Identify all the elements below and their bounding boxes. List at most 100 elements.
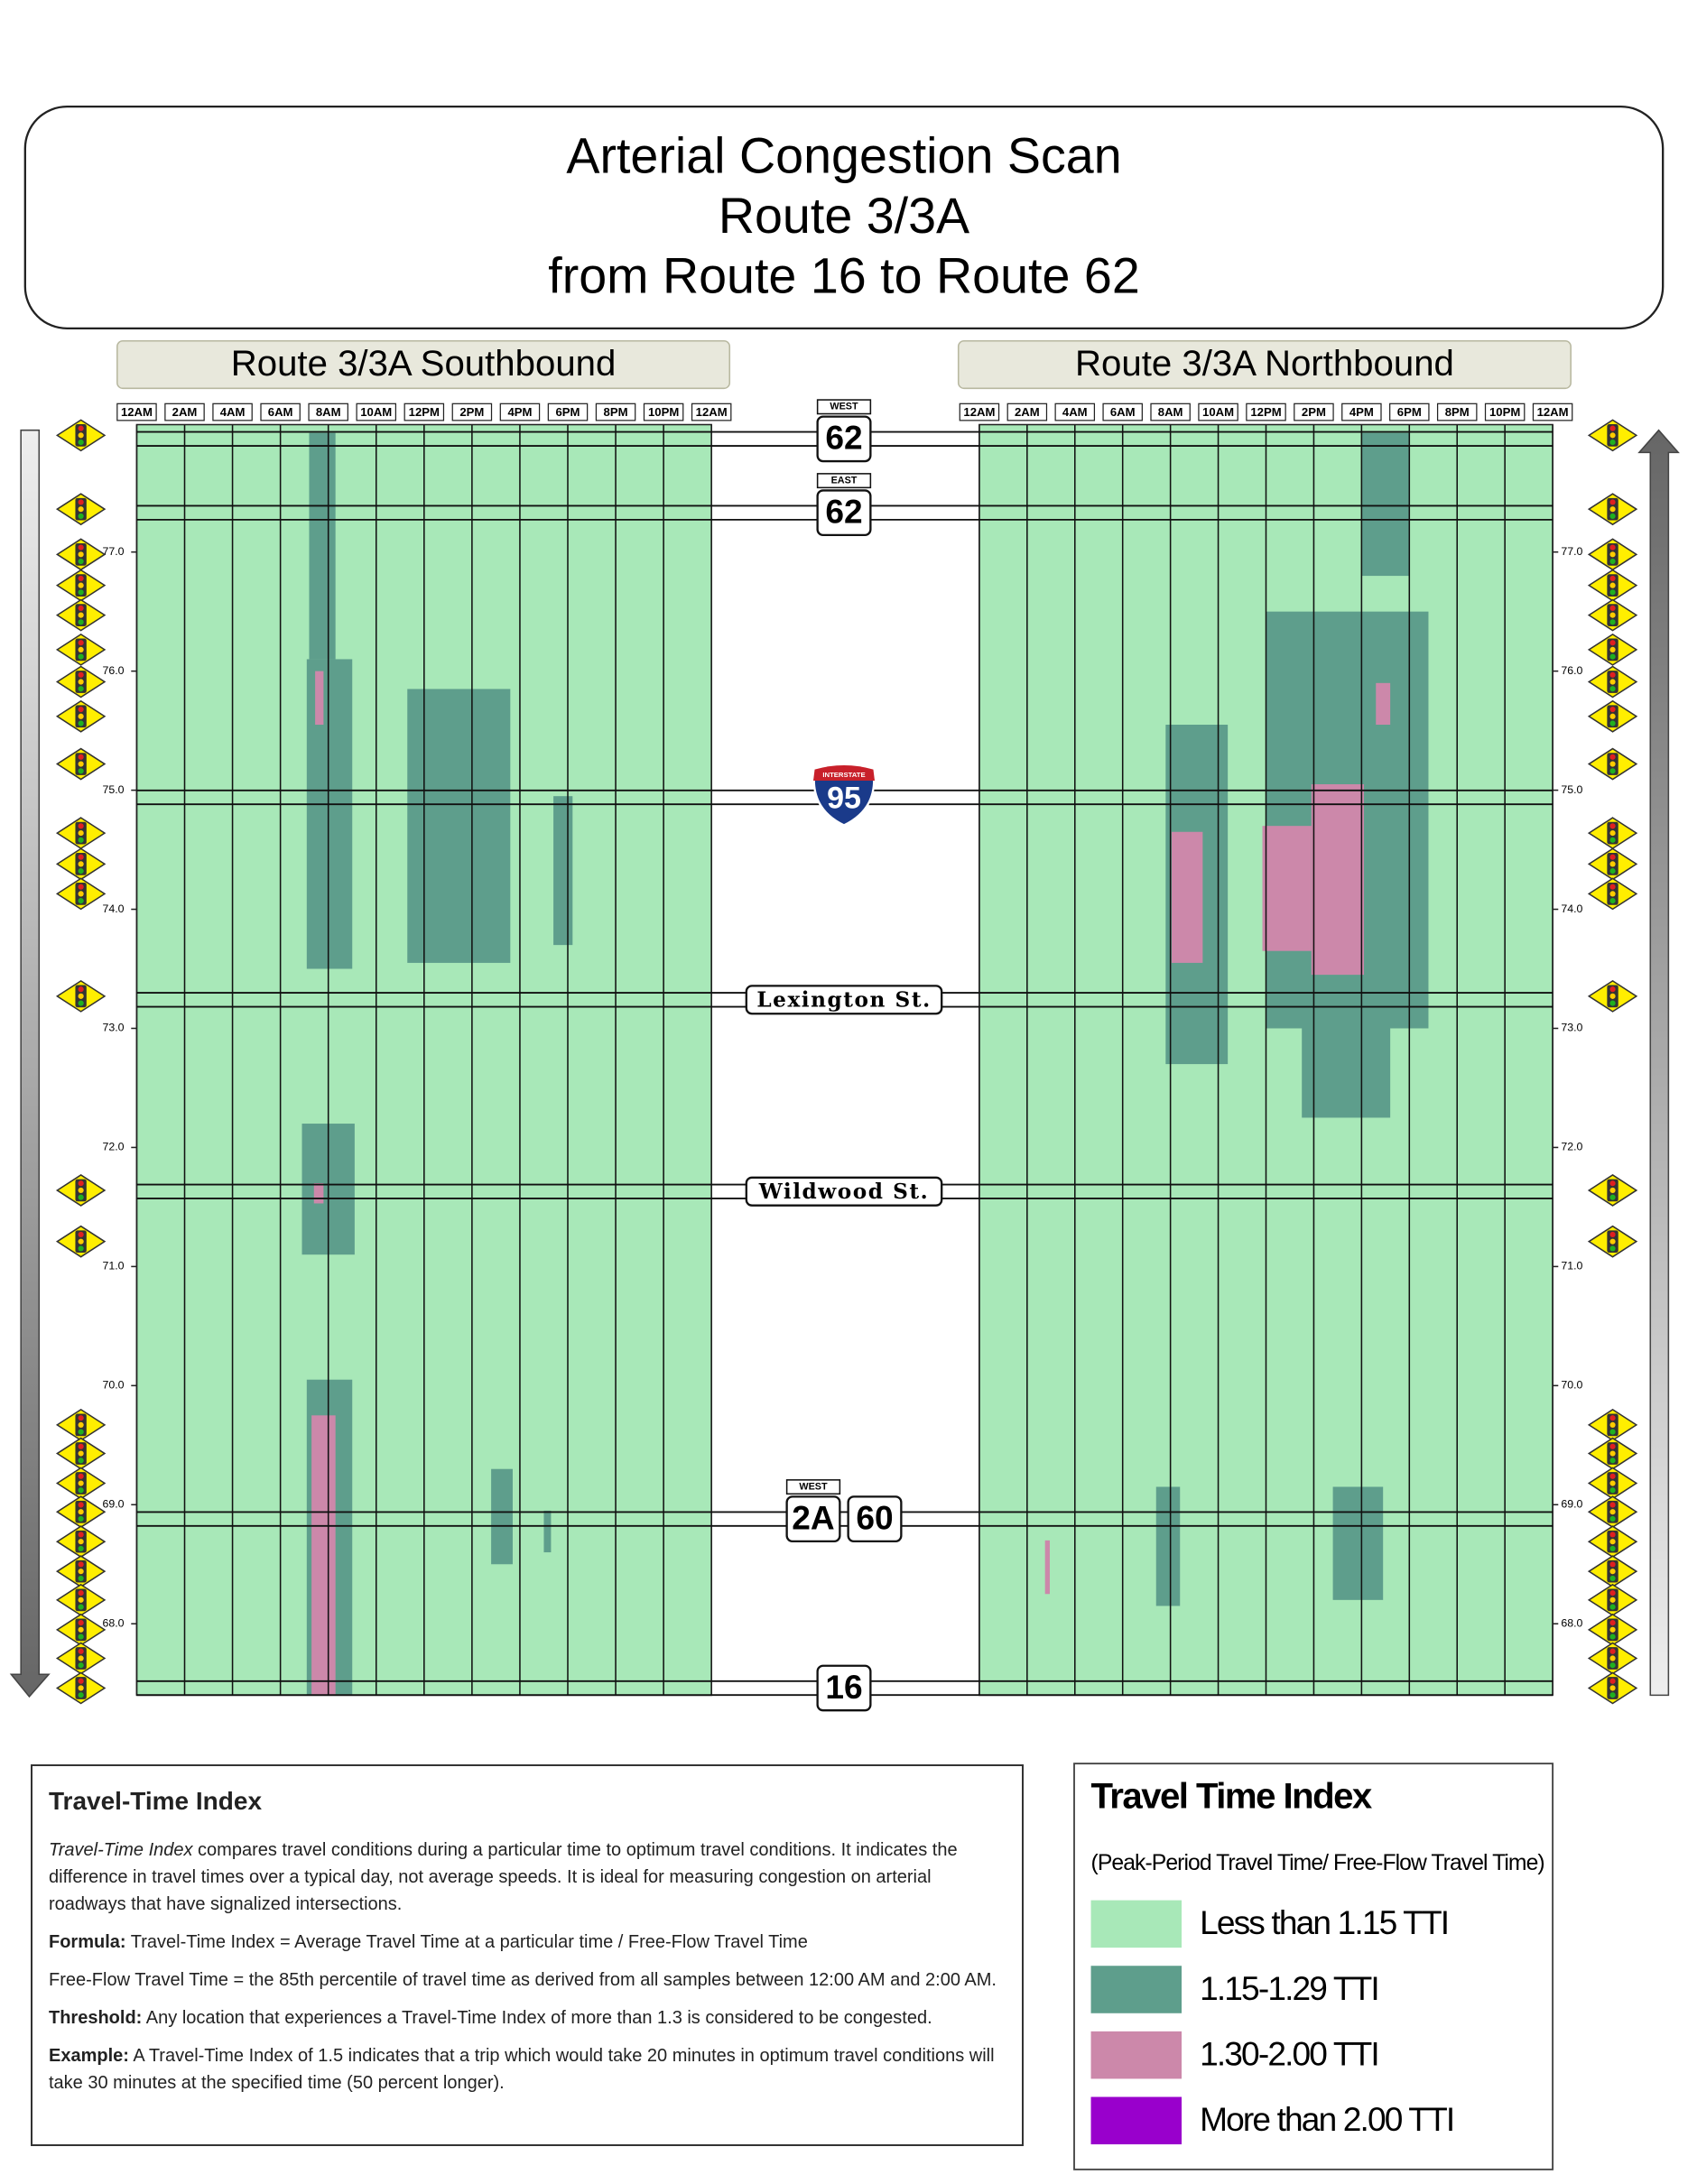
shield-banner-box bbox=[816, 399, 872, 415]
x-tick-box bbox=[1150, 403, 1191, 421]
signal-lamp bbox=[1609, 1545, 1616, 1552]
traffic-signal bbox=[1587, 665, 1638, 699]
y-tick-label: 71.0 bbox=[1561, 1260, 1582, 1272]
x-tick-box bbox=[959, 403, 1000, 421]
signal-lamp bbox=[78, 653, 84, 660]
signal-lamp bbox=[78, 1604, 84, 1610]
legend-label: More than 2.00 TTI bbox=[1200, 2100, 1453, 2138]
legend-label: 1.30-2.00 TTI bbox=[1200, 2034, 1378, 2072]
x-tick-box bbox=[595, 403, 636, 421]
shield-banner: WEST bbox=[830, 402, 858, 412]
x-tick-box bbox=[691, 403, 732, 421]
x-tick-box bbox=[1102, 403, 1143, 421]
signal-lamp bbox=[78, 551, 84, 558]
signal-lamp bbox=[1609, 679, 1616, 685]
legend-swatch bbox=[1090, 1966, 1182, 2013]
traffic-signal bbox=[55, 633, 107, 666]
signal-lamp bbox=[1609, 861, 1616, 867]
traffic-signal bbox=[55, 747, 107, 781]
signal-lamp bbox=[1609, 1685, 1616, 1691]
signal-lamp bbox=[78, 823, 84, 829]
signal-lamp bbox=[78, 1180, 84, 1187]
direction-arrow bbox=[9, 429, 51, 1698]
x-tick-box bbox=[1436, 403, 1478, 421]
signal-lamp bbox=[78, 1655, 84, 1661]
x-tick-box bbox=[1294, 403, 1334, 421]
signal-lamp bbox=[1609, 499, 1616, 505]
x-tick-box bbox=[164, 403, 205, 421]
signal-lamp bbox=[1609, 829, 1616, 837]
x-tick-label: 12PM bbox=[1250, 405, 1281, 419]
x-tick-box bbox=[1006, 403, 1048, 421]
signal-lamp bbox=[78, 619, 84, 625]
traffic-signal bbox=[1587, 1437, 1638, 1470]
signal-lamp bbox=[1609, 544, 1616, 551]
x-tick-label: 2PM bbox=[1302, 405, 1326, 419]
signal-lamp bbox=[1609, 993, 1616, 999]
congestion-region bbox=[1376, 682, 1391, 726]
signal-lamp bbox=[1609, 1231, 1616, 1238]
signal-lamp bbox=[78, 1487, 84, 1494]
traffic-signal bbox=[1587, 979, 1638, 1013]
header-box bbox=[23, 105, 1665, 330]
signal-lamp bbox=[1609, 612, 1616, 618]
info-label: Formula: bbox=[49, 1932, 126, 1952]
congestion-region bbox=[1332, 1486, 1384, 1600]
signal-lamp bbox=[1609, 619, 1616, 625]
y-tick-label: 69.0 bbox=[102, 1498, 124, 1511]
x-tick-label: 6AM bbox=[268, 405, 293, 419]
congestion-region bbox=[407, 689, 511, 963]
signal-lamp bbox=[1609, 575, 1616, 581]
x-tick-label: 12AM bbox=[963, 405, 995, 419]
signal-lamp bbox=[78, 1245, 84, 1252]
congestion-region bbox=[543, 1510, 552, 1553]
street-name: Lexington St. bbox=[756, 987, 931, 1012]
signal-lamp bbox=[1609, 1194, 1616, 1200]
congestion-region bbox=[315, 671, 324, 726]
signal-lamp bbox=[78, 884, 84, 890]
traffic-signal bbox=[1587, 1671, 1638, 1705]
traffic-signal bbox=[55, 665, 107, 699]
signal-lamp bbox=[1609, 868, 1616, 875]
traffic-signal bbox=[55, 493, 107, 526]
signal-lamp bbox=[78, 432, 84, 439]
signal-lamp bbox=[78, 1502, 84, 1508]
signal-lamp bbox=[1609, 1421, 1616, 1428]
signal-lamp bbox=[1609, 1575, 1616, 1581]
signal-lamp bbox=[1609, 1245, 1616, 1252]
traffic-signal bbox=[55, 1408, 107, 1441]
signal-lamp bbox=[78, 720, 84, 726]
signal-lamp bbox=[1609, 854, 1616, 860]
signal-lamp bbox=[78, 1620, 84, 1626]
y-tick-label: 75.0 bbox=[1561, 783, 1582, 796]
info-paragraph: Travel-Time Index compares travel condit… bbox=[49, 1837, 1006, 1918]
x-tick-label: 10AM bbox=[1202, 405, 1234, 419]
signal-lamp bbox=[78, 1590, 84, 1596]
info-text: Free-Flow Travel Time = the 85th percent… bbox=[49, 1970, 997, 1990]
x-tick-box bbox=[403, 403, 445, 421]
x-tick-box bbox=[116, 403, 157, 421]
signal-lamp bbox=[78, 1575, 84, 1581]
x-tick-label: 4AM bbox=[1062, 405, 1088, 419]
traffic-signal bbox=[55, 1525, 107, 1559]
x-tick-box bbox=[1054, 403, 1096, 421]
info-paragraph: Free-Flow Travel Time = the 85th percent… bbox=[49, 1967, 1006, 1994]
panel-header bbox=[116, 340, 731, 390]
signal-lamp bbox=[1609, 1561, 1616, 1568]
traffic-signal bbox=[1587, 493, 1638, 526]
x-tick-label: 4PM bbox=[1349, 405, 1374, 419]
signal-lamp bbox=[1609, 891, 1616, 897]
signal-lamp bbox=[78, 544, 84, 551]
traffic-signal bbox=[1587, 633, 1638, 666]
signal-lamp bbox=[78, 1473, 84, 1479]
signal-lamp bbox=[1609, 671, 1616, 678]
traffic-signal bbox=[1587, 1525, 1638, 1559]
street-name: Wildwood St. bbox=[758, 1180, 930, 1204]
signal-lamp bbox=[1609, 884, 1616, 890]
traffic-signal bbox=[1587, 419, 1638, 452]
signal-lamp bbox=[1609, 1238, 1616, 1245]
congestion-region bbox=[306, 659, 353, 969]
signal-lamp bbox=[78, 1450, 84, 1457]
shield-banner-box bbox=[785, 1479, 841, 1495]
